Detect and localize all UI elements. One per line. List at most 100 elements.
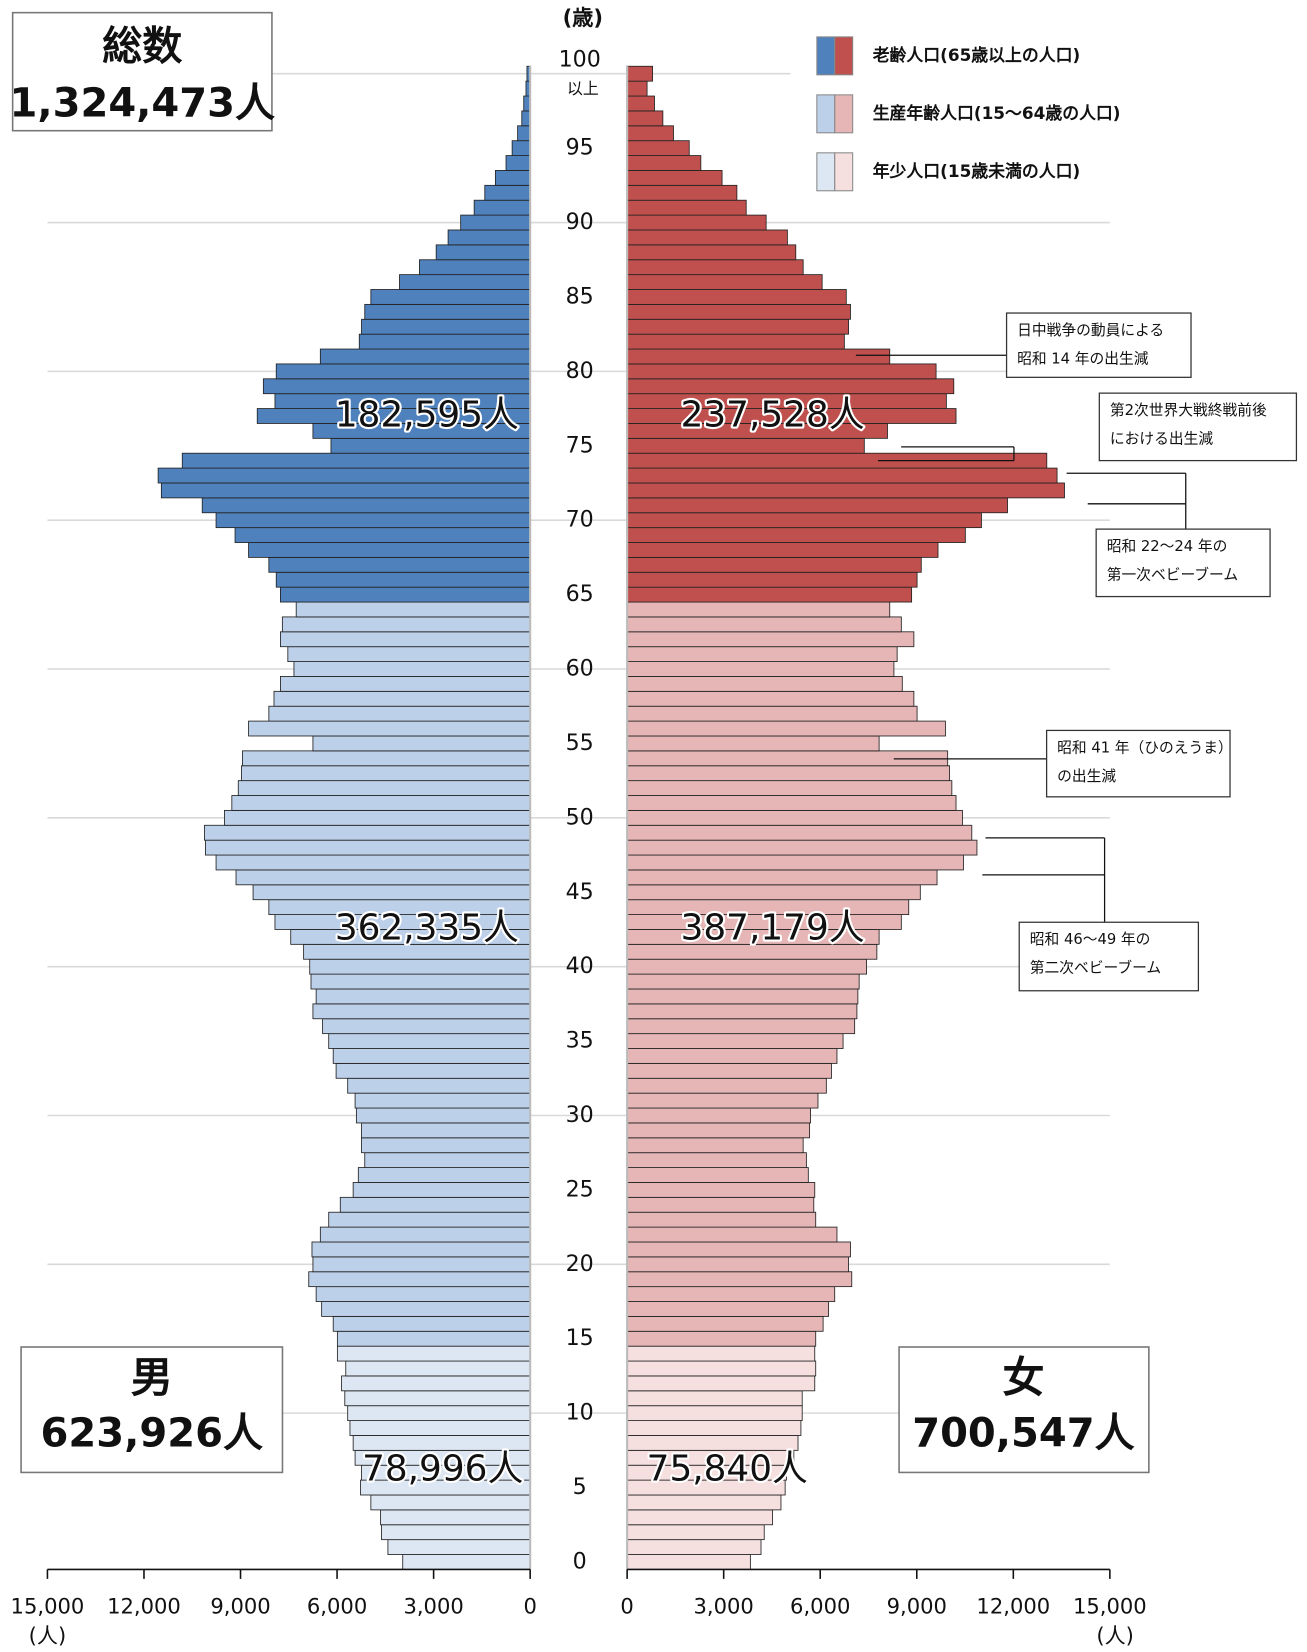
- bar: [626, 214, 767, 231]
- bar: [626, 1033, 844, 1049]
- bar: [626, 601, 891, 618]
- bar: [626, 765, 951, 782]
- bar: [626, 1182, 816, 1198]
- bar: [626, 676, 903, 692]
- bar: [626, 1048, 838, 1064]
- bar: [330, 437, 531, 454]
- bar: [280, 631, 531, 648]
- annotation-box: [1098, 392, 1298, 462]
- x-tick-label: 12,000: [107, 1593, 181, 1618]
- bar: [345, 1360, 531, 1377]
- annotation-text: 昭和 46～49 年の: [1030, 931, 1151, 948]
- bar: [626, 1315, 824, 1332]
- bar: [626, 1196, 815, 1213]
- y-tick-label: 70: [566, 507, 594, 533]
- bar: [387, 1539, 531, 1555]
- annotation-text: 第一次ベビーブーム: [1107, 565, 1238, 583]
- bar: [315, 988, 531, 1005]
- bar: [626, 839, 978, 856]
- sex-label: 女: [1002, 1353, 1044, 1402]
- bar: [626, 973, 860, 990]
- bar: [281, 616, 531, 633]
- bar: [521, 110, 531, 127]
- y-tick-label: 40: [566, 953, 594, 979]
- bar: [626, 229, 788, 246]
- bar: [319, 1226, 531, 1243]
- y-tick-label: 80: [566, 358, 594, 384]
- annotation-box: [1018, 921, 1200, 992]
- bar: [626, 1524, 765, 1541]
- annotation-text: の出生減: [1057, 768, 1116, 785]
- group-total: 75,840人: [647, 1448, 808, 1489]
- bar: [626, 378, 955, 395]
- bar: [273, 690, 531, 707]
- x-tick-label: 15,000: [11, 1593, 85, 1618]
- bar: [336, 1330, 531, 1347]
- bar: [275, 363, 531, 380]
- bar: [160, 482, 531, 499]
- legend-label: 年少人口(15歳未満の人口): [873, 161, 1080, 181]
- bar: [626, 720, 946, 737]
- bar: [293, 661, 531, 677]
- bar: [402, 1554, 531, 1570]
- annotation-box: [1095, 528, 1271, 598]
- annotation-text: 昭和 41 年（ひのえうま）: [1057, 739, 1233, 756]
- bar: [231, 795, 531, 811]
- y-tick-label: 90: [566, 209, 594, 235]
- y-tick-label: 15: [566, 1325, 594, 1351]
- bar: [215, 512, 531, 529]
- bar: [275, 571, 531, 588]
- bar: [626, 1271, 853, 1288]
- bar: [280, 586, 531, 603]
- bar: [370, 289, 531, 305]
- bar: [626, 497, 1008, 514]
- bar: [262, 378, 531, 395]
- x-tick-label: 12,000: [976, 1593, 1050, 1618]
- sex-box: [898, 1346, 1150, 1474]
- annotation-text: 昭和 22～24 年の: [1107, 538, 1228, 555]
- bar: [626, 170, 723, 186]
- bar: [235, 869, 531, 886]
- bar: [361, 318, 531, 335]
- sex-label: 男: [131, 1353, 173, 1402]
- y-tick-label: 55: [566, 730, 594, 756]
- bar: [358, 333, 531, 350]
- chart-body: 0 5 10 15 20 25 30 35 40 45 50 55 60 65 70 75 80 85 90 95 10…: [10, 5, 1298, 1648]
- bar: [626, 705, 918, 722]
- bar: [309, 958, 531, 975]
- x-tick-label: 3,000: [403, 1593, 463, 1618]
- x-tick-label: 15,000: [1073, 1593, 1147, 1618]
- bar: [626, 1226, 838, 1243]
- sex-total: 623,926人: [41, 1411, 263, 1457]
- bar: [419, 259, 531, 276]
- y-tick-label: 100: [559, 47, 601, 73]
- y-tick-label: 35: [566, 1028, 594, 1054]
- y-tick-label: 10: [566, 1400, 594, 1426]
- bar: [357, 1167, 531, 1183]
- bar: [626, 646, 898, 662]
- y-tick-label: 5: [573, 1474, 587, 1500]
- bar: [484, 184, 531, 201]
- bar: [319, 348, 531, 365]
- x-axis-label: (人): [1096, 1623, 1134, 1648]
- total-box: [11, 11, 273, 132]
- y-tick-label: 20: [566, 1251, 594, 1277]
- annotation-text: における出生減: [1110, 431, 1214, 448]
- bar: [234, 527, 531, 543]
- bar: [268, 705, 531, 722]
- annotation-text: 第二次ベビーブーム: [1030, 959, 1161, 977]
- bar: [224, 809, 531, 826]
- bar: [361, 1137, 531, 1154]
- y-axis-label: (歳): [563, 5, 603, 30]
- sex-total: 700,547人: [912, 1411, 1134, 1457]
- bar: [626, 1211, 817, 1228]
- bar: [626, 184, 738, 201]
- bar: [268, 556, 531, 573]
- bar: [626, 1554, 751, 1570]
- bar: [241, 765, 531, 782]
- bar: [157, 467, 531, 484]
- bar: [626, 244, 797, 261]
- y-tick-label: 45: [566, 879, 594, 905]
- bar: [626, 199, 747, 216]
- bar: [354, 1092, 531, 1109]
